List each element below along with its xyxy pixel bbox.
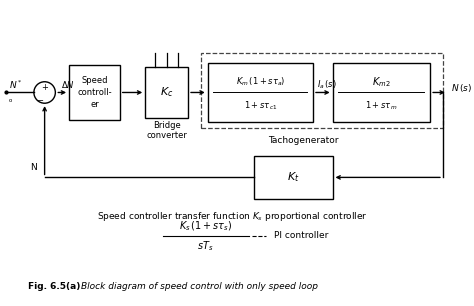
Text: $1+s\tau_m$: $1+s\tau_m$ bbox=[365, 99, 398, 112]
Text: $N\,(s)$: $N\,(s)$ bbox=[451, 82, 472, 94]
Bar bbox=[145, 67, 188, 118]
Text: Block diagram of speed control with only speed loop: Block diagram of speed control with only… bbox=[81, 282, 318, 291]
Text: $K_{m2}$: $K_{m2}$ bbox=[372, 75, 391, 89]
Text: $I_a\,(s)$: $I_a\,(s)$ bbox=[317, 78, 337, 91]
Text: converter: converter bbox=[146, 131, 187, 140]
Text: +: + bbox=[41, 83, 48, 92]
Bar bbox=[255, 156, 333, 199]
Text: $K_t$: $K_t$ bbox=[287, 170, 300, 184]
Text: o: o bbox=[9, 98, 12, 103]
Text: −: − bbox=[36, 96, 43, 105]
Text: $\Delta N$: $\Delta N$ bbox=[61, 79, 75, 90]
Text: PI controller: PI controller bbox=[274, 231, 328, 241]
Text: Tachogenerator: Tachogenerator bbox=[268, 136, 338, 145]
Text: controll-: controll- bbox=[77, 88, 112, 97]
Text: Speed: Speed bbox=[81, 76, 108, 85]
Text: Fig. 6.5(a): Fig. 6.5(a) bbox=[28, 282, 81, 291]
Bar bbox=[69, 65, 120, 120]
Text: er: er bbox=[90, 100, 99, 109]
Bar bbox=[333, 63, 430, 122]
Text: $K_s\,(1+s\tau_s)$: $K_s\,(1+s\tau_s)$ bbox=[179, 219, 232, 233]
Text: $K_c$: $K_c$ bbox=[160, 86, 173, 99]
Text: $1+s\tau_{c1}$: $1+s\tau_{c1}$ bbox=[244, 99, 277, 112]
Bar bbox=[208, 63, 313, 122]
Bar bbox=[201, 54, 443, 128]
Text: Speed controller transfer function $K_s$ proportional controller: Speed controller transfer function $K_s$… bbox=[97, 210, 367, 223]
Text: $sT_s$: $sT_s$ bbox=[198, 239, 214, 253]
Text: Bridge: Bridge bbox=[153, 121, 181, 130]
Text: N: N bbox=[30, 163, 37, 172]
Text: $K_m\,(1+s\tau_a)$: $K_m\,(1+s\tau_a)$ bbox=[236, 76, 285, 88]
Text: $N^*$: $N^*$ bbox=[9, 78, 22, 91]
